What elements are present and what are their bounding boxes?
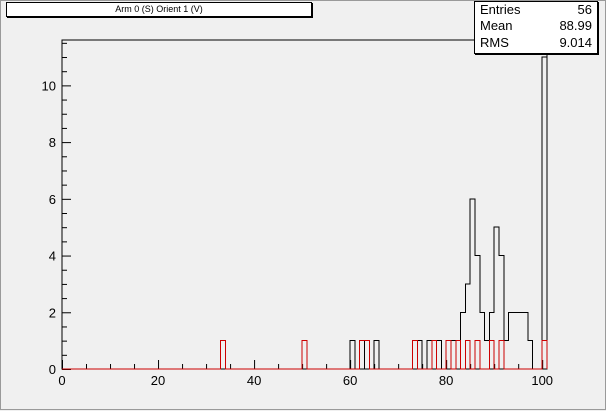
x-tick-label: 0 — [58, 373, 65, 388]
stats-rms-value: 9.014 — [559, 35, 592, 50]
stats-rms-label: RMS — [480, 35, 509, 50]
histogram-series-0 — [62, 56, 548, 370]
stats-mean-label: Mean — [480, 18, 513, 33]
x-tick-label: 100 — [531, 373, 553, 388]
y-tick-label: 8 — [49, 135, 56, 150]
x-tick-label: 80 — [439, 373, 453, 388]
y-tick-label: 6 — [49, 192, 56, 207]
stats-box: Entries 56 Mean 88.99 RMS 9.014 — [474, 1, 598, 54]
stats-entries-row: Entries 56 — [480, 2, 592, 18]
x-tick-label: 60 — [343, 373, 357, 388]
y-tick-label: 2 — [49, 305, 56, 320]
plot-frame — [61, 39, 548, 370]
y-tick-label: 0 — [49, 362, 56, 377]
histogram-title: Arm 0 (S) Orient 1 (V) — [6, 2, 312, 17]
histogram-series-1 — [62, 340, 548, 370]
x-tick-label: 20 — [151, 373, 165, 388]
stats-mean-value: 88.99 — [559, 18, 592, 33]
stats-mean-row: Mean 88.99 — [480, 18, 592, 34]
y-tick-label: 10 — [42, 78, 56, 93]
stats-entries-label: Entries — [480, 2, 521, 17]
y-tick-label: 4 — [49, 249, 56, 264]
x-tick-label: 40 — [247, 373, 261, 388]
stats-entries-value: 56 — [577, 2, 592, 17]
stats-rms-row: RMS 9.014 — [480, 35, 592, 51]
